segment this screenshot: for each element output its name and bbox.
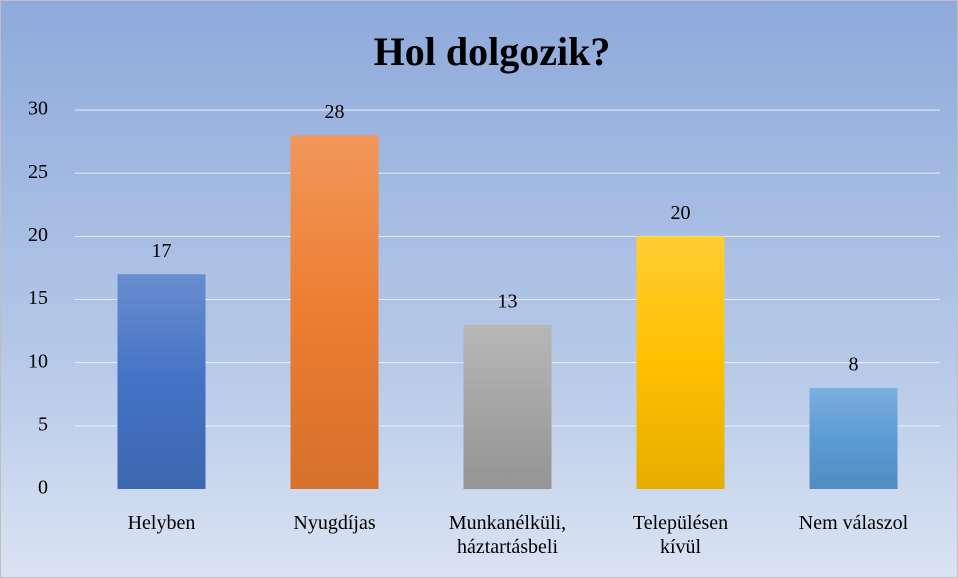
y-tick-label: 0: [38, 477, 48, 499]
y-tick-label: 15: [28, 287, 48, 309]
bar: [117, 274, 206, 489]
data-label: 8: [849, 354, 859, 376]
chart-title: Hol dolgozik?: [374, 29, 611, 74]
x-tick-label: Településen kívül: [632, 512, 729, 558]
x-tick-label: Helyben: [127, 512, 196, 534]
x-tick-label: Nyugdíjas: [293, 512, 376, 534]
y-tick-label: 10: [28, 350, 48, 372]
data-label: 13: [498, 290, 518, 312]
bar: [290, 135, 379, 489]
bar: [463, 324, 552, 489]
y-tick-label: 30: [28, 98, 48, 120]
data-label: 28: [325, 101, 345, 123]
data-label: 17: [152, 240, 172, 262]
x-tick-label: Munkanélküli, háztartásbeli: [448, 512, 567, 558]
x-tick-label: Nem válaszol: [798, 512, 909, 534]
y-tick-label: 20: [28, 224, 48, 246]
y-tick-label: 25: [28, 161, 48, 183]
y-tick-label: 5: [38, 413, 48, 435]
bar: [809, 387, 898, 489]
bar: [636, 236, 725, 489]
data-label: 20: [671, 202, 691, 224]
